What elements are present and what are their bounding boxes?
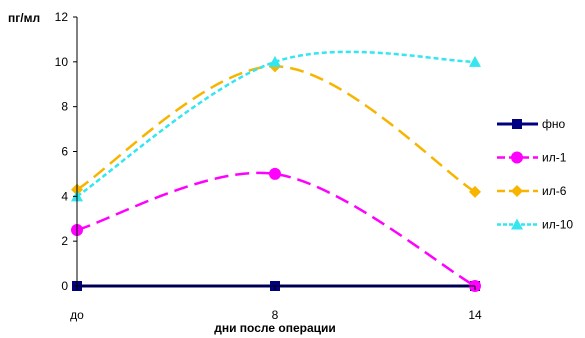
x-tick-label: 14 (468, 308, 482, 322)
series-4 (71, 50, 481, 202)
data-point (269, 167, 281, 180)
legend-marker (512, 119, 522, 129)
y-tick-label: 4 (61, 189, 68, 203)
y-tick-label: 12 (55, 10, 69, 24)
y-tick-label: 6 (61, 145, 68, 159)
series-layer (71, 50, 481, 292)
series-line (76, 171, 476, 288)
legend-marker (511, 218, 523, 230)
legend-item: фно (497, 117, 566, 131)
y-tick-label: 2 (61, 234, 68, 248)
data-point (469, 185, 481, 198)
data-point (469, 55, 481, 67)
legend-item: ил-6 (497, 184, 567, 198)
legend-item: ил-1 (497, 151, 567, 165)
legend-marker (511, 151, 523, 164)
legend-label: ил-6 (542, 184, 567, 198)
series-2 (71, 167, 481, 292)
legend-label: ил-10 (542, 218, 573, 232)
legend: фно ил-1 ил-6 ил-10 (497, 117, 573, 232)
legend-item: ил-10 (497, 218, 573, 232)
y-axis-title: пг/мл (8, 11, 40, 25)
y-tick-label: 10 (55, 55, 69, 69)
x-tick-label: до (70, 308, 84, 322)
y-tick-label: 0 (61, 279, 68, 293)
legend-marker (511, 185, 523, 197)
x-axis-title: дни после операции (214, 321, 336, 335)
data-point (269, 55, 281, 67)
legend-label: ил-1 (542, 151, 567, 165)
legend-label: фно (542, 117, 566, 131)
x-tick-label: 8 (272, 308, 279, 322)
axes: 0 2 4 6 8 10 12 до 8 14 (55, 10, 482, 322)
y-tick-label: 8 (61, 100, 68, 114)
